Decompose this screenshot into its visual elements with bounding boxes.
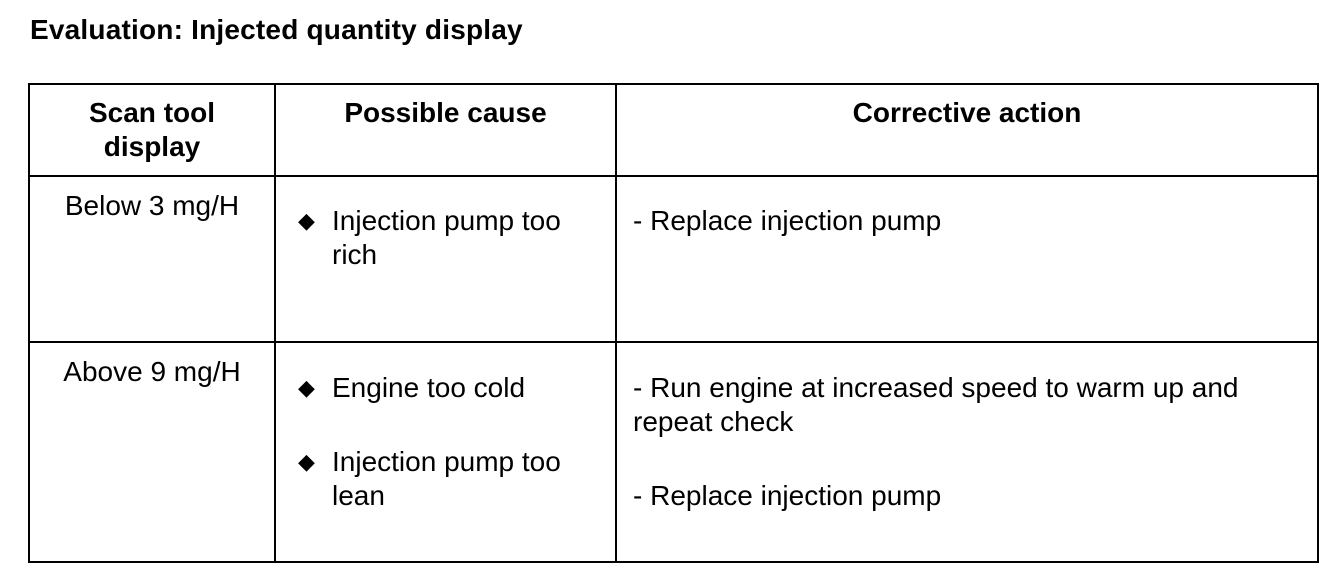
cause-text: Engine too cold <box>332 372 526 403</box>
header-possible-cause: Possible cause <box>274 83 617 177</box>
page-title: Evaluation: Injected quantity display <box>30 14 523 45</box>
cause-text: Injection pump too lean <box>332 446 561 511</box>
action-item: - Replace injection pump <box>633 480 942 511</box>
action-item: - Run engine at increased speed to warm … <box>633 372 1239 437</box>
display-cell: Below 3 mg/H <box>28 175 276 343</box>
action-cell: - Replace injection pump <box>615 175 1319 343</box>
evaluation-table: Scan tool display Possible cause Correct… <box>28 83 1319 563</box>
header-scan-tool-display-label: Scan tool display <box>88 97 215 162</box>
cause-cell: ◆ Engine too cold ◆ Injection pump too l… <box>274 341 617 563</box>
cause-item: ◆ Injection pump too lean <box>276 445 615 513</box>
diamond-bullet-icon: ◆ <box>298 208 315 233</box>
display-cell: Above 9 mg/H <box>28 341 276 563</box>
cause-text: Injection pump too rich <box>332 205 561 270</box>
cause-item: ◆ Injection pump too rich <box>276 204 615 272</box>
header-corrective-action: Corrective action <box>615 83 1319 177</box>
table-row: Above 9 mg/H ◆ Engine too cold ◆ Injecti… <box>28 341 1319 563</box>
header-scan-tool-display: Scan tool display <box>28 83 276 177</box>
action-cell: - Run engine at increased speed to warm … <box>615 341 1319 563</box>
diamond-bullet-icon: ◆ <box>298 375 315 400</box>
table-row: Below 3 mg/H ◆ Injection pump too rich -… <box>28 175 1319 343</box>
cause-cell: ◆ Injection pump too rich <box>274 175 617 343</box>
diamond-bullet-icon: ◆ <box>298 449 315 474</box>
cause-item: ◆ Engine too cold <box>276 371 615 405</box>
table-header-row: Scan tool display Possible cause Correct… <box>28 83 1319 177</box>
action-item: - Replace injection pump <box>633 205 942 236</box>
